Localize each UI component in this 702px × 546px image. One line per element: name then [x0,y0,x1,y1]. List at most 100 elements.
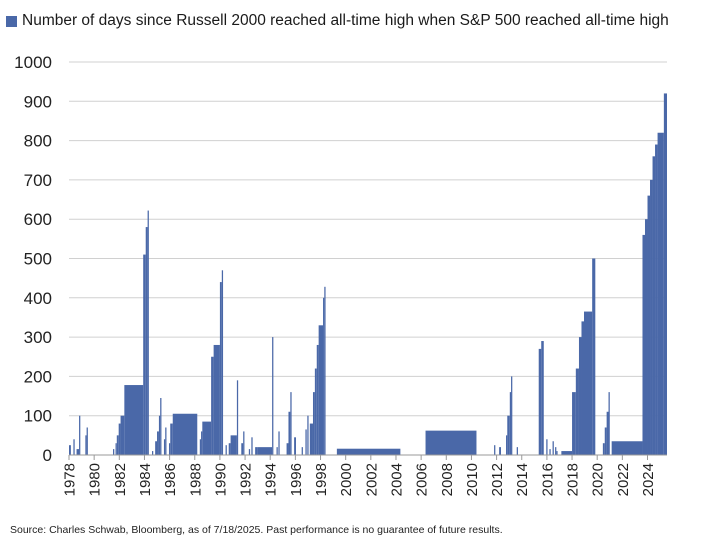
data-bar [516,447,518,455]
data-bar [584,311,593,455]
data-bar [251,437,253,455]
data-bar [611,441,643,455]
x-tick-label: 1988 [187,463,204,496]
data-bar [602,443,605,455]
data-bar [116,435,119,455]
data-bar [581,321,584,455]
data-bar [158,415,161,455]
data-bar [69,445,71,455]
data-bar [425,430,477,455]
data-bar [546,439,548,455]
data-bar [170,423,173,455]
data-bar [286,443,289,455]
data-bar [608,392,610,455]
legend: Number of days since Russell 2000 reache… [6,11,669,31]
data-bar [113,449,115,455]
data-bar [606,411,609,455]
legend-swatch [6,15,17,27]
data-bar [278,431,280,455]
data-bar [147,210,149,455]
x-tick-label: 2014 [514,463,531,496]
x-tick-label: 2006 [414,463,431,496]
y-tick-label: 600 [24,210,52,229]
data-bar [312,392,315,455]
y-axis-ticks: 0 100 200 300 400 500 600 700 800 900 1000 [14,53,52,465]
data-bar [255,447,258,455]
x-tick-label: 2002 [363,463,380,496]
data-bar [549,449,551,455]
data-bar [172,413,198,455]
data-bar [652,156,656,455]
data-bar [115,443,117,455]
data-bar [316,344,319,455]
data-bar [604,427,607,455]
data-bar [575,368,579,455]
data-bar [152,451,154,455]
data-bar [165,427,167,455]
x-tick-label: 2020 [590,463,607,496]
data-bar [228,443,231,455]
data-bar [157,431,159,455]
data-bar [219,282,222,455]
data-bar [561,451,573,455]
data-bar [301,447,303,455]
x-tick-label: 1992 [238,463,255,496]
y-tick-label: 500 [24,250,52,269]
legend-label: Number of days since Russell 2000 reache… [22,12,669,29]
x-tick-label: 2004 [388,463,405,496]
data-bar [276,447,278,455]
x-tick-label: 2018 [565,463,582,496]
series-area [69,93,667,456]
data-bar [202,421,212,455]
y-tick-label: 400 [24,289,52,308]
x-tick-label: 2000 [338,463,355,496]
x-tick-label: 1980 [87,463,104,496]
y-tick-label: 800 [24,132,52,151]
x-tick-label: 1982 [112,463,129,496]
data-bar [655,144,658,455]
x-tick-label: 1998 [313,463,330,496]
x-tick-label: 1984 [137,463,154,496]
x-tick-label: 2022 [615,463,632,496]
data-bar [336,448,401,455]
data-bar [538,348,542,455]
data-bar [145,227,148,455]
data-bar [494,445,496,455]
data-bar [555,447,557,455]
data-bar [120,415,125,455]
data-bar [663,93,667,455]
data-bar [644,219,648,455]
data-bar [73,439,75,455]
data-bar [305,429,307,455]
data-bar [290,392,292,455]
data-bar [199,439,202,455]
data-bar [506,435,508,455]
data-bar [272,337,274,455]
data-bar [318,325,324,455]
data-bar [509,392,512,455]
data-bar [225,445,227,455]
data-bar [168,443,171,455]
data-bar [650,179,653,455]
y-tick-label: 200 [24,367,52,386]
data-bar [241,443,244,455]
data-bar [163,439,166,455]
data-bar [248,449,251,455]
x-tick-label: 2024 [640,463,657,496]
data-bar [143,254,146,455]
data-bar [314,368,317,455]
x-axis-ticks: 1978 1980 1982 1984 1986 1988 1990 1992 1994 1996… [62,455,657,496]
x-tick-label: 2010 [464,463,481,496]
data-bar [201,431,203,455]
y-tick-label: 0 [43,446,52,465]
data-bar [647,195,651,455]
data-bar [79,415,81,455]
x-tick-label: 1996 [288,463,305,496]
data-bar [309,423,313,455]
x-tick-label: 1994 [263,463,280,496]
data-bar [124,385,144,455]
y-tick-label: 1000 [14,53,52,72]
data-bar [657,132,664,456]
data-bar [236,380,239,455]
